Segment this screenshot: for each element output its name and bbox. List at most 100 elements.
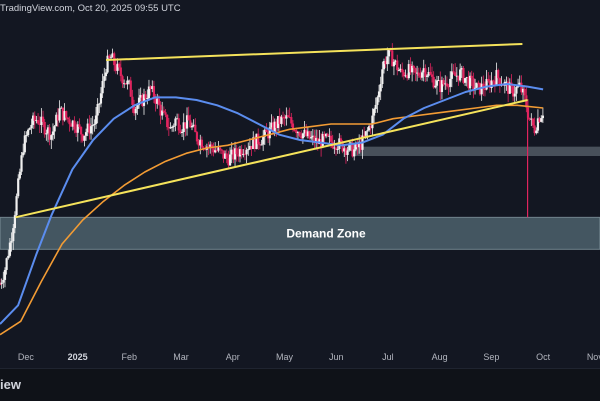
candle-body xyxy=(457,75,460,81)
candle-body xyxy=(162,110,165,113)
candle-body xyxy=(437,80,440,82)
candle-body xyxy=(157,98,160,105)
candle-body xyxy=(227,158,230,166)
candle-body xyxy=(272,122,275,133)
indicator-lines-layer xyxy=(0,43,544,336)
candle-body xyxy=(316,137,319,145)
candle-body xyxy=(235,148,238,155)
candle-body xyxy=(10,241,13,243)
candle-body xyxy=(407,64,410,79)
candle-body xyxy=(28,128,31,130)
x-tick-label: Jun xyxy=(329,352,344,362)
candle-body xyxy=(416,72,419,74)
candle-body xyxy=(412,65,415,69)
candle-body xyxy=(371,115,374,129)
candle-body xyxy=(278,116,281,124)
candle-body xyxy=(343,148,346,152)
candle-body xyxy=(247,149,250,151)
candle-body xyxy=(459,69,462,81)
candle-body xyxy=(449,78,452,87)
candle-body xyxy=(33,115,36,121)
candle-body xyxy=(354,142,357,150)
candle-body xyxy=(520,82,523,93)
candles-layer xyxy=(0,43,544,289)
candle-body xyxy=(429,71,432,75)
candle-body xyxy=(487,78,490,81)
candle-body xyxy=(192,124,195,127)
candle-body xyxy=(492,80,495,82)
candle-body xyxy=(273,121,276,133)
candle-body xyxy=(315,137,318,143)
candle-body xyxy=(13,215,16,229)
candle-body xyxy=(40,116,43,125)
candle-body xyxy=(308,131,311,139)
candle-body xyxy=(17,178,20,197)
candle-body xyxy=(7,255,10,259)
candle-body xyxy=(482,83,485,90)
candle-body xyxy=(89,126,93,134)
candle-body xyxy=(35,120,38,122)
price-chart[interactable]: Demand Zone Dec 2025 Feb Mar Apr May Jun Jul Aug… xyxy=(0,0,600,368)
candle-body xyxy=(358,141,361,148)
candle-body xyxy=(250,145,253,149)
x-tick-label: Aug xyxy=(432,352,448,362)
candle-body xyxy=(180,131,184,133)
candle-body xyxy=(104,72,108,77)
candle-body xyxy=(136,105,139,109)
candle-body xyxy=(374,104,377,110)
candle-body xyxy=(540,118,543,122)
candle-body xyxy=(290,117,293,124)
candle-body xyxy=(129,80,132,97)
candle-body xyxy=(98,103,101,105)
candle-body xyxy=(106,55,109,73)
candle-body xyxy=(313,135,316,143)
candle-body xyxy=(323,133,326,137)
candle-body xyxy=(444,83,447,85)
candle-body xyxy=(488,80,492,89)
candle-body xyxy=(301,133,304,139)
candle-body xyxy=(359,141,362,150)
candle-body xyxy=(101,81,104,94)
candle-body xyxy=(124,83,127,85)
candle-body xyxy=(80,126,83,135)
candle-body xyxy=(12,228,15,242)
candle-body xyxy=(114,65,117,71)
brand-text: iew xyxy=(0,377,21,392)
candle-body xyxy=(353,149,356,157)
candle-body xyxy=(270,122,273,128)
candle-body xyxy=(233,148,237,160)
candle-body xyxy=(452,71,455,73)
candle-body xyxy=(333,147,336,149)
candle-body xyxy=(187,115,190,121)
candle-body xyxy=(53,126,56,132)
candle-body xyxy=(303,129,306,134)
candle-body xyxy=(424,68,427,77)
candle-body xyxy=(99,93,103,104)
candle-body xyxy=(230,149,233,155)
candle-body xyxy=(167,127,170,129)
candle-body xyxy=(197,141,200,146)
candle-body xyxy=(419,75,422,78)
candle-body xyxy=(184,122,187,129)
candle-body xyxy=(172,125,175,127)
candle-body xyxy=(515,87,518,94)
candle-body xyxy=(344,148,348,155)
candle-body xyxy=(533,125,536,134)
candle-body xyxy=(321,133,324,148)
candle-body xyxy=(94,115,98,124)
x-tick-label: Apr xyxy=(226,352,240,362)
candle-body xyxy=(422,68,425,73)
candle-body xyxy=(111,53,114,58)
candle-body xyxy=(202,147,205,149)
x-tick-label: Oct xyxy=(536,352,551,362)
candle-body xyxy=(255,133,258,149)
candle-body xyxy=(477,82,480,84)
candle-body xyxy=(311,135,314,138)
x-tick-label: Jul xyxy=(382,352,394,362)
candle-body xyxy=(55,114,58,127)
candle-body xyxy=(209,144,212,147)
candle-body xyxy=(20,155,23,172)
candle-body xyxy=(200,139,204,148)
candle-body xyxy=(464,78,467,83)
candle-body xyxy=(257,133,260,145)
